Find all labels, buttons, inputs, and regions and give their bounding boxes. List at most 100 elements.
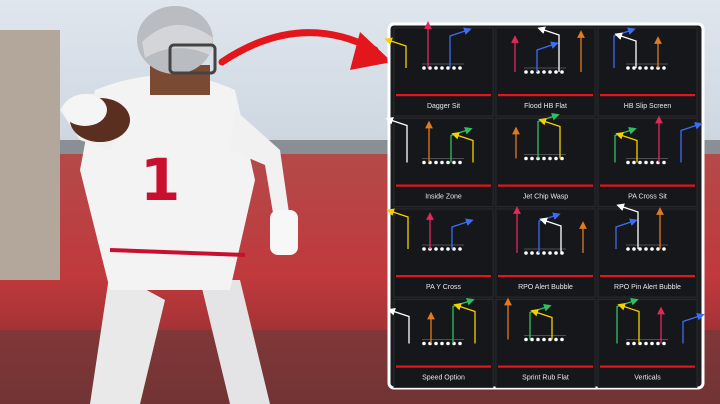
card-divider <box>498 184 593 187</box>
play-card[interactable]: Flood HB Flat <box>495 26 596 117</box>
player-dot <box>458 247 462 251</box>
player-dot <box>542 251 546 255</box>
route <box>615 218 638 249</box>
player-dot <box>422 247 426 251</box>
player-dot <box>560 337 564 342</box>
card-divider <box>498 365 593 368</box>
player-dot <box>548 251 552 255</box>
play-card-bg <box>597 208 698 298</box>
player-dot <box>662 247 666 251</box>
player-dot <box>626 66 630 70</box>
player-dot <box>632 341 636 346</box>
player-dot <box>434 341 438 346</box>
player-dot <box>440 247 444 251</box>
player-dot <box>548 337 552 342</box>
route <box>537 113 560 159</box>
route <box>452 298 475 344</box>
player-dot <box>554 251 558 255</box>
route <box>537 26 560 72</box>
play-card[interactable]: PA Cross Sit <box>597 115 703 207</box>
play-card[interactable]: Jet Chip Wasp <box>495 113 596 207</box>
jersey-number: 1 <box>140 146 180 214</box>
play-name: Flood HB Flat <box>524 103 567 110</box>
route <box>614 127 637 163</box>
player-dot <box>530 337 534 342</box>
player-dot <box>662 160 666 165</box>
player-dot <box>632 160 636 165</box>
player-dot <box>530 251 534 255</box>
player-dot <box>458 66 462 70</box>
card-divider <box>498 275 593 278</box>
play-card[interactable]: Sprint Rub Flat <box>495 297 596 388</box>
route <box>615 132 638 163</box>
stadium-wall <box>0 30 60 280</box>
play-card[interactable]: Speed Option <box>387 298 494 388</box>
play-card[interactable]: PA Y Cross <box>386 208 494 298</box>
card-divider <box>600 275 695 278</box>
player-dot <box>554 337 558 342</box>
player-dot <box>662 66 666 70</box>
player-dot <box>524 156 528 161</box>
route <box>614 32 637 68</box>
route <box>451 132 474 163</box>
player-dot <box>650 66 654 70</box>
player-dot <box>650 160 654 165</box>
play-card[interactable]: RPO Pin Alert Bubble <box>597 203 698 298</box>
player-dot <box>644 341 648 346</box>
route <box>384 37 407 68</box>
player-dot <box>632 66 636 70</box>
play-card[interactable]: HB Slip Screen <box>597 27 698 117</box>
play-name: Dagger Sit <box>427 103 460 110</box>
player-dot <box>644 247 648 251</box>
player-dot <box>458 341 462 346</box>
play-grid: Dagger Sit Flood HB Flat HB Slip Screen Ins… <box>384 21 705 388</box>
play-name: Sprint Rub Flat <box>522 374 569 381</box>
player-dot <box>422 66 426 70</box>
player-dot <box>644 66 648 70</box>
card-divider <box>498 94 593 97</box>
player-dot <box>440 341 444 346</box>
route <box>451 218 474 249</box>
card-divider <box>396 365 491 368</box>
play-card[interactable]: Dagger Sit <box>384 21 494 117</box>
card-divider <box>600 365 695 368</box>
route <box>449 27 472 68</box>
player-dot <box>446 66 450 70</box>
player-dot <box>626 160 630 165</box>
play-card[interactable]: Verticals <box>597 298 705 388</box>
card-divider <box>600 184 695 187</box>
player-dot <box>560 156 564 161</box>
player-dot <box>434 66 438 70</box>
player-dot <box>452 66 456 70</box>
player-dot <box>536 337 540 342</box>
player-dot <box>524 70 528 74</box>
route <box>617 303 640 344</box>
player-dot <box>542 156 546 161</box>
play-name: Verticals <box>634 374 661 381</box>
player-dot <box>422 160 426 165</box>
player-dot <box>662 341 666 346</box>
card-divider <box>396 94 491 97</box>
player-dot <box>446 160 450 165</box>
route <box>538 118 561 159</box>
play-card[interactable]: Inside Zone <box>385 117 494 207</box>
route <box>386 208 409 249</box>
player-dot <box>458 160 462 165</box>
player-dot <box>656 341 660 346</box>
player-dot <box>638 66 642 70</box>
route <box>539 217 562 253</box>
player-dot <box>524 337 528 342</box>
player-dot <box>638 160 642 165</box>
play-name: Inside Zone <box>425 193 462 200</box>
play-card-bg <box>495 299 596 388</box>
player-dot <box>422 341 426 346</box>
route <box>616 298 639 344</box>
play-card[interactable]: RPO Alert Bubble <box>495 206 596 298</box>
arrow-head <box>350 32 392 70</box>
card-divider <box>600 94 695 97</box>
player-dot <box>434 247 438 251</box>
player-dot <box>446 341 450 346</box>
route <box>385 117 408 163</box>
